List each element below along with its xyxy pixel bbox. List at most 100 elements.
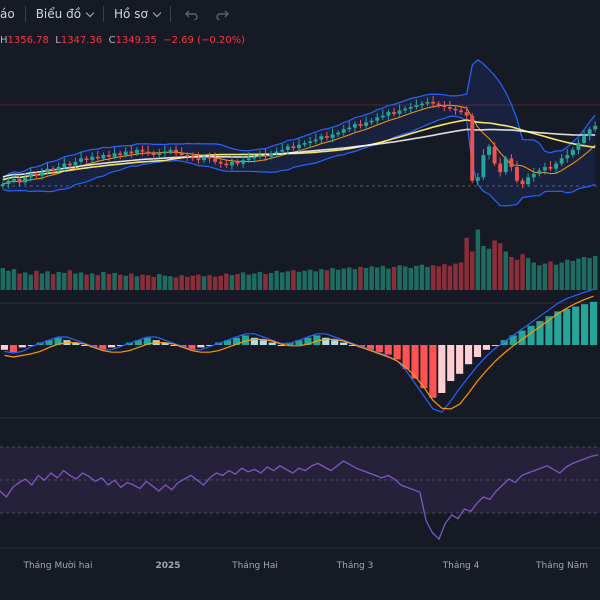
volume-bar	[537, 265, 542, 290]
candle-body	[6, 180, 11, 185]
candle-body	[531, 173, 536, 178]
candle-body	[537, 170, 542, 174]
candle-body	[257, 155, 262, 157]
undo-button[interactable]	[171, 0, 207, 28]
candle-body	[229, 161, 234, 166]
candle-body	[39, 172, 44, 176]
volume-bar	[246, 274, 251, 290]
candle-body	[280, 149, 285, 152]
volume-bar	[453, 263, 458, 290]
candle-body	[246, 158, 251, 161]
macd-histogram-bar	[473, 345, 482, 357]
volume-bar	[363, 268, 369, 290]
macd-histogram-bar	[384, 345, 392, 355]
volume-bar	[520, 254, 525, 290]
volume-bar	[89, 273, 95, 290]
close-value: 1349.35	[115, 35, 157, 46]
candle-body	[336, 132, 341, 135]
candle-body	[56, 167, 61, 171]
volume-bar	[196, 274, 201, 290]
candle-body	[559, 158, 564, 164]
candle-body	[252, 156, 257, 159]
candle-body	[179, 153, 184, 155]
volume-bar	[157, 274, 162, 290]
macd-histogram-bar	[536, 321, 544, 345]
volume-bar	[184, 276, 190, 290]
macd-histogram-bar	[72, 342, 80, 345]
toolbar-truncated-label: áo	[0, 7, 15, 21]
macd-histogram-bar	[268, 342, 276, 345]
candle-body	[213, 158, 218, 162]
profile-menu-button[interactable]: Hồ sơ	[104, 0, 170, 28]
candle-body	[202, 156, 206, 161]
redo-button[interactable]	[207, 0, 237, 28]
close-label: C	[108, 35, 116, 46]
candle-body	[364, 122, 369, 126]
candle-body	[403, 108, 408, 111]
candle-body	[358, 124, 363, 126]
volume-bar	[263, 274, 268, 290]
high-label: H	[0, 35, 8, 46]
candle-body	[380, 115, 385, 118]
macd-histogram-bar	[429, 345, 437, 398]
macd-histogram-bar	[465, 345, 473, 365]
macd-histogram-bar	[500, 340, 508, 345]
macd-histogram-bar	[589, 301, 598, 345]
candle-body	[151, 153, 156, 155]
volume-bar	[285, 271, 291, 290]
candle-body	[129, 151, 134, 154]
macd-line	[4, 288, 594, 413]
toolbar-truncated-item[interactable]: áo	[0, 0, 25, 28]
candle-body	[28, 173, 33, 178]
candle-body	[308, 141, 313, 143]
volume-bar	[145, 275, 151, 290]
candle-body	[425, 101, 430, 104]
macd-histogram-bar	[322, 337, 330, 345]
macd-histogram-bar	[259, 340, 267, 345]
volume-bar	[319, 269, 324, 290]
bollinger-bands	[2, 59, 596, 207]
candle-body	[414, 105, 419, 107]
volume-bar	[514, 259, 520, 290]
volume-bar	[335, 269, 341, 290]
volume-bar	[486, 248, 492, 290]
candle-body	[526, 177, 531, 185]
macd-histogram-bar	[313, 335, 321, 345]
volume-bar	[73, 273, 78, 290]
macd-histogram-bar	[491, 345, 499, 346]
volume-bar	[470, 251, 475, 290]
volume-bar	[425, 266, 430, 290]
candle-body	[297, 144, 301, 149]
volume-bar	[11, 269, 17, 290]
candle-body	[118, 153, 123, 155]
candle-body	[408, 107, 413, 109]
macd-histogram-bar	[554, 311, 562, 345]
candle-body	[481, 155, 486, 178]
candle-body	[291, 146, 296, 149]
volume-bar	[201, 276, 207, 290]
macd-histogram-bar	[509, 335, 517, 345]
volume-bar	[592, 255, 598, 290]
candle-body	[352, 124, 357, 128]
volume-bar	[134, 276, 140, 290]
macd-series	[0, 288, 598, 413]
candle-body	[112, 153, 117, 157]
chart-menu-button[interactable]: Biểu đồ	[26, 0, 103, 28]
volume-bar	[442, 264, 447, 290]
volume-bar	[17, 273, 22, 290]
candlestick-series	[0, 95, 598, 189]
macd-histogram-bar	[54, 337, 62, 345]
volume-bar	[581, 257, 587, 290]
volume-bar	[28, 274, 33, 290]
x-axis-tick-label: Tháng Mười hai	[22, 560, 92, 571]
volume-bar	[341, 268, 346, 290]
volume-bar	[274, 270, 279, 290]
macd-histogram-bar	[224, 340, 232, 345]
macd-histogram-bar	[9, 345, 17, 353]
macd-histogram-bar	[18, 345, 26, 348]
candle-body	[324, 136, 329, 138]
candle-body	[503, 158, 508, 173]
low-label: L	[55, 35, 61, 46]
candle-body	[442, 105, 447, 107]
